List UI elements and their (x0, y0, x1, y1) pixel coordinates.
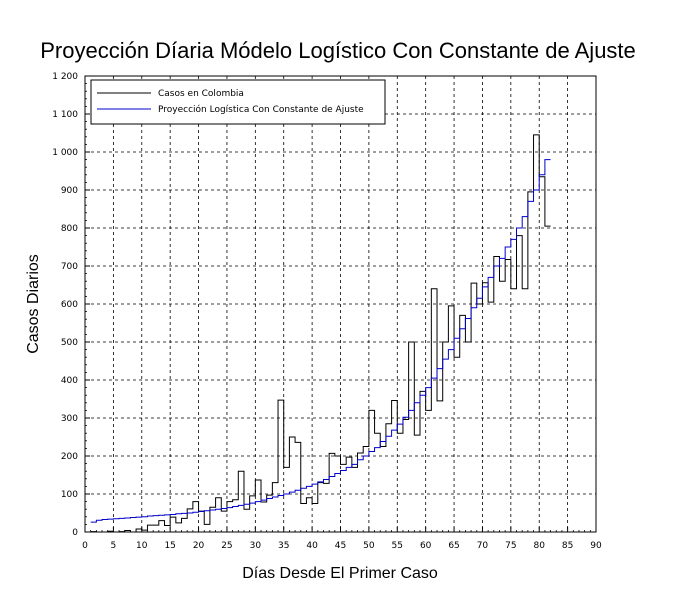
y-tick-label: 500 (61, 338, 78, 348)
x-tick-label: 65 (448, 541, 459, 551)
grid (85, 76, 596, 532)
x-tick-label: 25 (221, 541, 232, 551)
x-tick-label: 40 (306, 541, 318, 551)
x-tick-label: 35 (278, 541, 289, 551)
x-tick-label: 50 (363, 541, 375, 551)
legend: Casos en Colombia Proyección Logística C… (90, 79, 386, 125)
y-tick-label: 1 000 (52, 148, 78, 158)
y-axis-label: Casos Diarios (25, 254, 42, 354)
legend-box (90, 79, 386, 125)
x-tick-label: 0 (82, 541, 88, 551)
y-tick-label: 400 (61, 376, 78, 386)
x-tick-label: 90 (590, 541, 602, 551)
y-tick-label: 1 100 (52, 110, 78, 120)
legend-label-1: Proyección Logística Con Constante de Aj… (158, 104, 364, 115)
axes: 0 5 10 15 20 25 30 35 40 45 50 55 60 65 70 75 80 85 900100… (52, 72, 602, 551)
x-tick-label: 75 (505, 541, 516, 551)
x-tick-label: 15 (164, 541, 175, 551)
x-tick-label: 80 (533, 541, 545, 551)
y-tick-label: 300 (61, 414, 78, 424)
y-tick-label: 700 (61, 262, 78, 272)
x-tick-label: 55 (392, 541, 403, 551)
x-tick-label: 5 (111, 541, 117, 551)
series-line-0 (90, 134, 551, 533)
x-tick-label: 30 (250, 541, 262, 551)
series-line-1 (90, 159, 551, 523)
y-tick-label: 1 200 (52, 72, 78, 82)
y-tick-label: 200 (61, 452, 78, 462)
x-tick-label: 85 (562, 541, 573, 551)
series-group (90, 134, 551, 533)
y-tick-label: 800 (61, 224, 78, 234)
x-tick-label: 60 (420, 541, 432, 551)
x-tick-label: 70 (477, 541, 489, 551)
y-tick-label: 0 (72, 528, 78, 538)
y-tick-label: 900 (61, 186, 78, 196)
x-tick-label: 10 (136, 541, 148, 551)
chart-title: Proyección Díaria Módelo Logístico Con C… (40, 38, 636, 63)
x-tick-label: 45 (335, 541, 346, 551)
legend-label-0: Casos en Colombia (158, 89, 244, 99)
y-tick-label: 100 (61, 490, 78, 500)
y-tick-label: 600 (61, 300, 78, 310)
x-axis-label: Días Desde El Primer Caso (242, 565, 438, 582)
x-tick-label: 20 (193, 541, 205, 551)
